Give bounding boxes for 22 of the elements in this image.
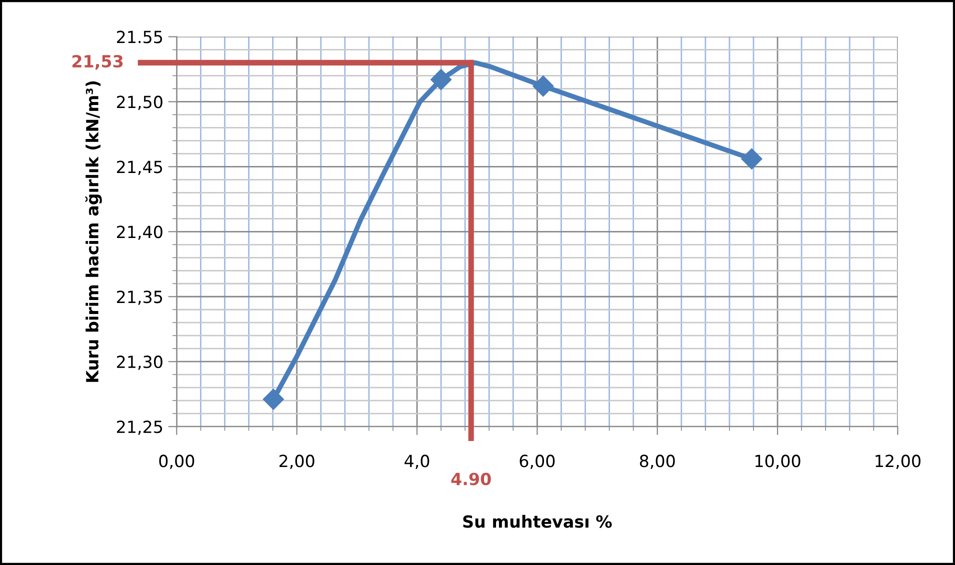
y-axis-title: Kuru birim hacim ağırlık (kN/m³) bbox=[85, 81, 102, 382]
x-tick-label: 4,0 bbox=[404, 454, 430, 469]
y-tick-label: 21,45 bbox=[116, 160, 162, 175]
y-tick-label: 21,40 bbox=[116, 226, 162, 240]
ref-line-label: 4.90 bbox=[451, 472, 491, 486]
ref-line-label: 21,53 bbox=[72, 54, 123, 70]
x-tick-label: 6,00 bbox=[520, 454, 555, 469]
y-tick-label: 21,35 bbox=[116, 290, 162, 305]
x-tick-label: 12,00 bbox=[876, 454, 920, 469]
y-tick-label: 21,25 bbox=[116, 420, 162, 435]
y-tick-label: 21,50 bbox=[116, 96, 162, 110]
point bbox=[532, 76, 554, 97]
y-tick-label: 21.55 bbox=[116, 30, 162, 44]
x-axis-title: Su muhtevası % bbox=[463, 514, 612, 528]
point bbox=[430, 69, 452, 90]
point bbox=[741, 148, 762, 170]
x-tick-label: 8,00 bbox=[640, 454, 675, 469]
y-tick-label: 21,30 bbox=[116, 356, 162, 370]
x-tick-label: 0,00 bbox=[159, 454, 194, 469]
x-tick-label: 10,00 bbox=[756, 454, 800, 469]
x-tick-label: 2,00 bbox=[280, 454, 314, 469]
point bbox=[262, 388, 284, 410]
